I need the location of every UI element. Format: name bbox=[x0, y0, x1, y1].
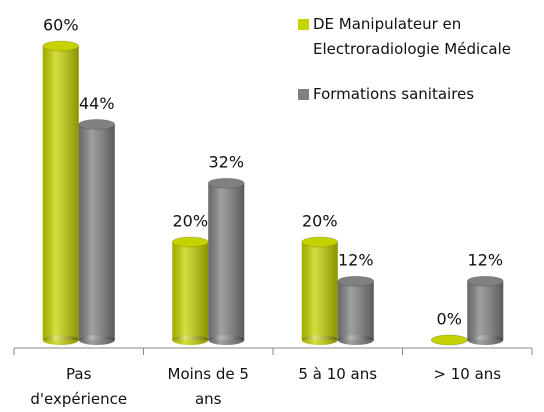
legend-label: Formations sanitaires bbox=[313, 85, 475, 103]
bar bbox=[337, 275, 375, 345]
data-label: 44% bbox=[79, 94, 115, 113]
data-label: 20% bbox=[172, 212, 208, 231]
data-label: 32% bbox=[208, 153, 244, 172]
x-tick-label: Moins de 5 ans bbox=[167, 365, 249, 408]
data-label: 0% bbox=[437, 310, 462, 329]
data-label: 60% bbox=[43, 16, 79, 35]
bar bbox=[171, 236, 209, 345]
x-tick-label: > 10 ans bbox=[433, 365, 502, 383]
bar bbox=[42, 40, 80, 345]
bar bbox=[430, 334, 468, 346]
x-tick-label: Pas d'expérience bbox=[30, 365, 128, 408]
legend-swatch bbox=[298, 89, 309, 100]
bar bbox=[301, 236, 339, 345]
bar bbox=[466, 275, 504, 345]
data-label: 12% bbox=[467, 251, 503, 270]
bar bbox=[78, 118, 116, 345]
bar bbox=[207, 177, 245, 345]
data-label: 20% bbox=[302, 212, 338, 231]
x-tick-label: 5 à 10 ans bbox=[298, 365, 378, 383]
data-label: 12% bbox=[338, 251, 374, 270]
legend-swatch bbox=[298, 19, 309, 30]
legend-label: DE Manipulateur en Electroradiologie Méd… bbox=[313, 15, 511, 58]
